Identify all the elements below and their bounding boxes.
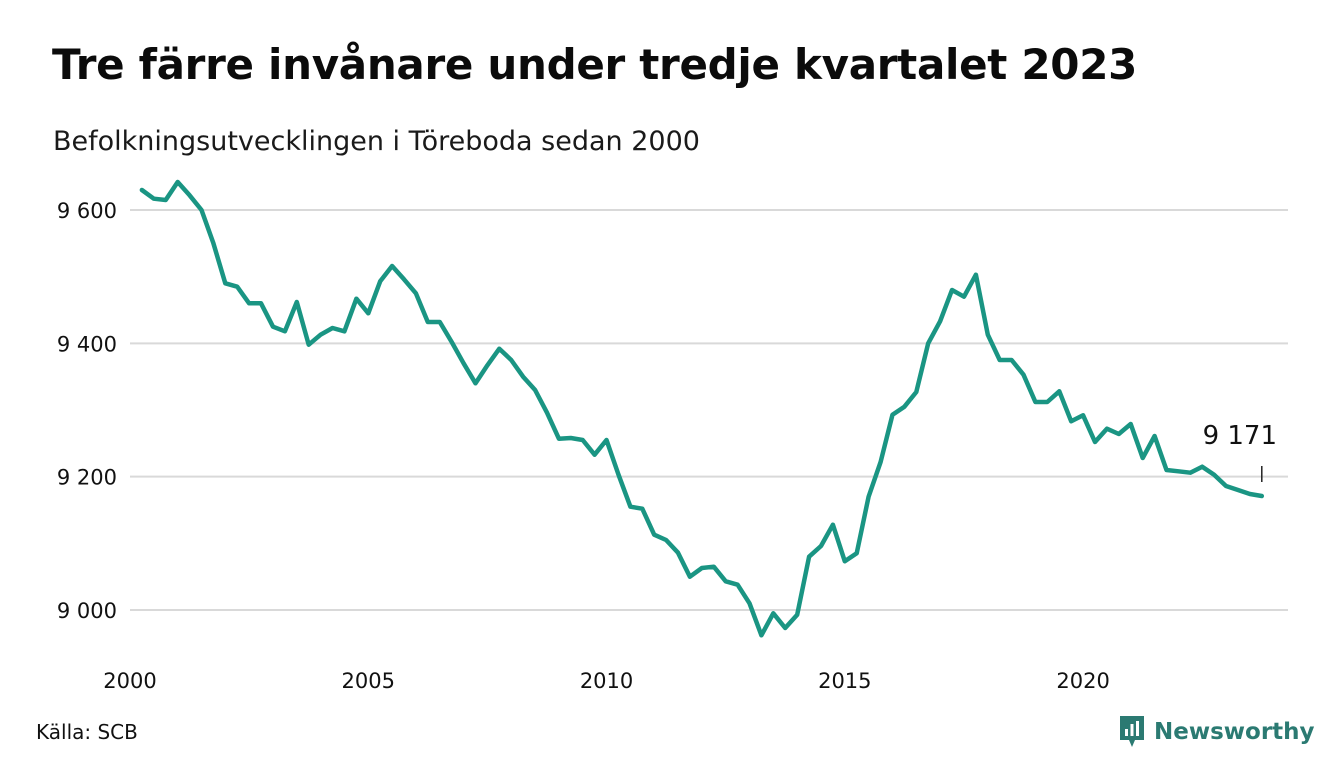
y-axis-labels: 9 000 9 200 9 400 9 600	[57, 199, 117, 623]
newsworthy-logo-icon	[1120, 716, 1144, 747]
y-tick-label: 9 600	[57, 199, 117, 223]
x-tick-label: 2000	[103, 669, 156, 693]
gridlines	[130, 209, 1288, 611]
x-tick-label: 2010	[580, 669, 633, 693]
brand-logo[interactable]: Newsworthy	[1118, 714, 1315, 750]
x-tick-label: 2015	[818, 669, 871, 693]
last-value-label: 9 171	[1203, 421, 1277, 451]
y-tick-label: 9 200	[57, 466, 117, 490]
x-axis-labels: 2000 2005 2010 2015 2020	[103, 669, 1110, 693]
y-tick-label: 9 400	[57, 332, 117, 356]
x-tick-label: 2020	[1056, 669, 1109, 693]
y-tick-label: 9 000	[57, 599, 117, 623]
x-tick-label: 2005	[342, 669, 395, 693]
population-line	[139, 179, 1265, 638]
source-note: Källa: SCB	[36, 720, 138, 744]
chart-title: Tre färre invånare under tredje kvartale…	[52, 40, 1138, 89]
chart-subtitle: Befolkningsutvecklingen i Töreboda sedan…	[53, 126, 700, 157]
line-chart: 9 000 9 200 9 400 9 600 2000 2005 2010 2015 202…	[57, 179, 1288, 693]
brand-name: Newsworthy	[1154, 719, 1315, 745]
